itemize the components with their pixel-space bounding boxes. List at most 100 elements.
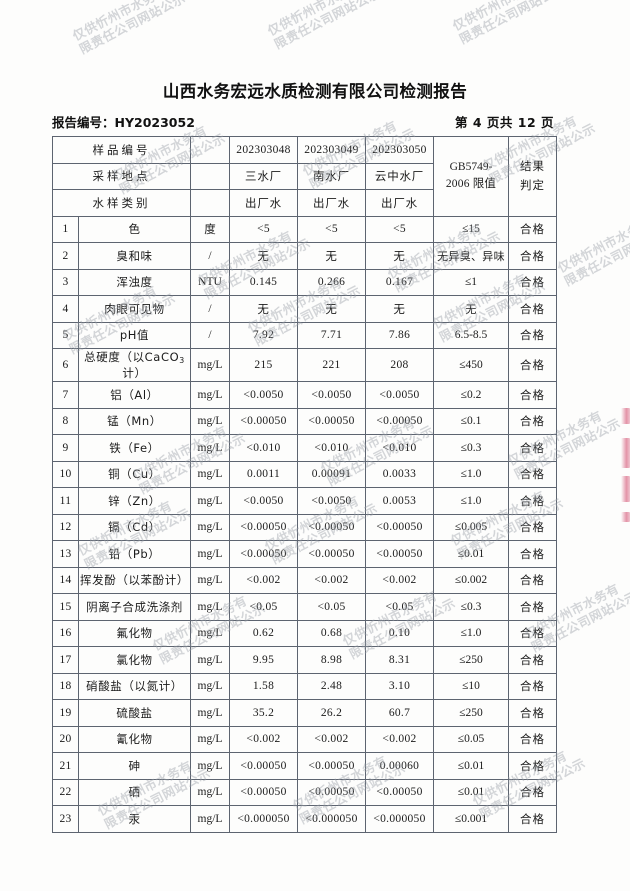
row-result: 合格 [508,725,557,753]
table-row: 14 挥发酚（以苯酚计） mg/L <0.002 <0.002 <0.002 ≤0.002 合… [52,566,557,594]
row-value-sample-1: <0.000050 [229,805,298,833]
table-body: 样品编号 202303048 202303049 202303050 GB5749- 20… [52,136,557,833]
row-index: 21 [52,752,79,780]
table-row: 20 氰化物 mg/L <0.002 <0.002 <0.002 ≤0.05 合格 [52,725,557,753]
water-quality-table: 样品编号 202303048 202303049 202303050 GB5749- 20… [52,136,557,833]
row-value-sample-2: 0.266 [297,268,366,296]
row-item-name: 阴离子合成洗涤剂 [78,593,191,621]
row-item-name: 挥发酚（以苯酚计） [78,566,191,594]
row-result: 合格 [508,699,557,727]
table-row: 18 硝酸盐（以氮计） mg/L 1.58 2.48 3.10 ≤10 合格 [52,672,557,700]
row-limit: ≤0.001 [433,805,509,833]
row-unit: mg/L [190,348,230,382]
row-value-sample-3: 7.86 [365,321,434,349]
row-item-name: 总硬度（以CaCO3计） [78,348,191,382]
row-item-name: 铜（Cu） [78,460,191,488]
row-value-sample-1: 无 [229,295,298,323]
row-item-name: 锌（Zn） [78,487,191,515]
row-unit: / [190,242,230,270]
row-unit: mg/L [190,752,230,780]
row-value-sample-2: <0.0050 [297,381,366,409]
row-index: 6 [52,348,79,382]
row-unit: mg/L [190,460,230,488]
table-row: 13 铅（Pb） mg/L <0.00050 <0.00050 <0.00050 ≤0.01… [52,540,557,568]
row-limit: ≤0.01 [433,778,509,806]
row-item-name: pH值 [78,321,191,349]
row-limit: ≤250 [433,646,509,674]
row-item-name: 臭和味 [78,242,191,270]
row-result: 合格 [508,434,557,462]
row-result: 合格 [508,215,557,243]
row-unit: mg/L [190,672,230,700]
header-water-type-3: 出厂水 [365,189,434,217]
row-result: 合格 [508,348,557,382]
row-value-sample-1: <0.0050 [229,487,298,515]
report-number: 报告编号：HY2023052 [52,115,195,130]
table-row: 5 pH值/7.92 7.71 7.86 6.5-8.5 合格 [52,321,557,349]
row-item-name: 锰（Mn） [78,407,191,435]
header-water-type-1: 出厂水 [229,189,298,217]
row-index: 15 [52,593,79,621]
page-indicator: 第 4 页共 12 页 [455,115,554,130]
seal-fragment [621,438,630,468]
row-index: 18 [52,672,79,700]
row-unit: mg/L [190,646,230,674]
table-row: 7 铝（Al） mg/L <0.0050 <0.0050 <0.0050 ≤0.2 合格 [52,381,557,409]
row-value-sample-3: <0.002 [365,566,434,594]
row-limit: ≤250 [433,699,509,727]
row-value-sample-3: <0.00050 [365,407,434,435]
row-value-sample-1: 1.58 [229,672,298,700]
row-index: 22 [52,778,79,806]
row-index: 8 [52,407,79,435]
row-index: 7 [52,381,79,409]
row-unit: mg/L [190,540,230,568]
row-result: 合格 [508,619,557,647]
header-unit-blank [190,162,230,190]
row-unit: mg/L [190,487,230,515]
row-value-sample-3: 无 [365,242,434,270]
row-value-sample-1: <0.0050 [229,381,298,409]
row-unit: mg/L [190,778,230,806]
page-title: 山西水务宏远水质检测有限公司检测报告 [162,82,468,101]
header-water-type-label: 水样类别 [52,189,191,217]
row-limit: ≤1.0 [433,487,509,515]
row-value-sample-3: <0.00050 [365,778,434,806]
table-row: 6 总硬度（以CaCO3计） mg/L 215 221 208 ≤450 合格 [52,348,557,382]
row-index: 14 [52,566,79,594]
row-value-sample-3: <0.002 [365,725,434,753]
row-value-sample-3: 208 [365,348,434,382]
row-index: 12 [52,513,79,541]
row-value-sample-2: 7.71 [297,321,366,349]
header-standard-limit: GB5749- 2006 限值 [433,136,509,217]
row-item-name: 色 [78,215,191,243]
row-limit: 无 [433,295,509,323]
row-result: 合格 [508,407,557,435]
row-value-sample-2: 221 [297,348,366,382]
row-limit: ≤1.0 [433,619,509,647]
row-limit: 6.5-8.5 [433,321,509,349]
header-unit-blank [190,136,230,164]
header-row-sampling-site: 采样地点 三水厂 南水厂 云中水厂 [52,162,557,190]
watermark-text: 仅供忻州市水务有 限责任公司网站公示 [265,0,383,52]
row-value-sample-2: <0.00050 [297,778,366,806]
row-value-sample-2: 0.00091 [297,460,366,488]
row-unit: mg/L [190,566,230,594]
seal-fragment [621,476,630,502]
seal-fragment [621,512,630,522]
watermark-text: 仅供忻州市水务有 限责任公司网站公示 [555,214,630,289]
row-item-name: 硒 [78,778,191,806]
table-row: 9 铁（Fe） mg/L <0.010 <0.010 <0.010 ≤0.3 合格 [52,434,557,462]
table-row: 3 浑浊度 NTU 0.145 0.266 0.167 ≤1 合格 [52,268,557,296]
table-row: 10 铜（Cu） mg/L 0.0011 0.00091 0.0033 ≤1.0 合格 [52,460,557,488]
row-value-sample-3: <0.00050 [365,513,434,541]
row-value-sample-2: <0.00050 [297,513,366,541]
row-unit: / [190,295,230,323]
row-index: 5 [52,321,79,349]
row-result: 合格 [508,321,557,349]
row-limit: ≤0.005 [433,513,509,541]
row-limit: ≤0.3 [433,434,509,462]
row-value-sample-1: 35.2 [229,699,298,727]
row-index: 11 [52,487,79,515]
row-value-sample-3: <0.000050 [365,805,434,833]
row-result: 合格 [508,593,557,621]
